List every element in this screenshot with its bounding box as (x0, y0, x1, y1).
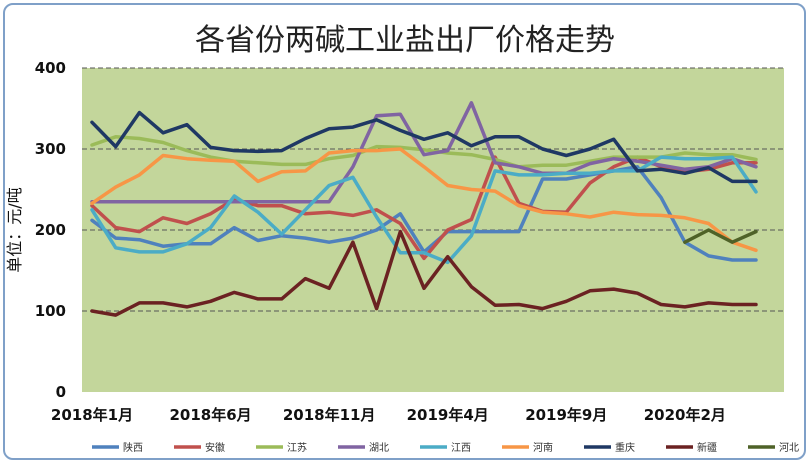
legend-label: 河北 (779, 442, 799, 454)
y-tick-label: 300 (35, 140, 66, 158)
series-line-6 (90, 110, 758, 184)
x-tick-label: 2018年11月 (283, 406, 376, 424)
series-line-1 (90, 155, 758, 261)
y-tick-label: 0 (56, 383, 66, 401)
x-axis-tick-labels: 2018年1月 2018年6月 2018年11月 2019年4月 2019年9月 2020… (51, 406, 726, 424)
legend-label: 陕西 (123, 441, 143, 454)
y-axis-label: 单位：元/吨 (5, 187, 24, 272)
legend-label: 新疆 (697, 441, 717, 454)
legend: 陕西 安徽 江苏 湖北 江西 河南 重庆 新疆 河北 (92, 441, 799, 454)
x-tick-label: 2018年6月 (169, 406, 251, 424)
series-line-4 (90, 155, 758, 265)
x-tick-label: 2019年9月 (525, 406, 607, 424)
y-tick-label: 200 (35, 221, 66, 239)
legend-label: 重庆 (615, 441, 635, 454)
legend-label: 湖北 (369, 442, 389, 454)
legend-label: 河南 (533, 441, 553, 454)
y-tick-label: 100 (35, 302, 66, 320)
x-tick-label: 2020年2月 (644, 406, 726, 424)
legend-label: 安徽 (205, 441, 225, 454)
y-tick-label: 400 (35, 59, 66, 77)
series-lines (90, 101, 758, 317)
y-axis-tick-labels: 0 100 200 300 400 (35, 59, 66, 401)
gridlines (82, 67, 784, 312)
chart-title: 各省份两碱工业盐出厂价格走势 (195, 23, 615, 58)
x-tick-label: 2018年1月 (51, 406, 133, 424)
legend-label: 江苏 (287, 441, 307, 454)
legend-label: 江西 (451, 442, 471, 454)
series-line-3 (90, 101, 758, 204)
series-line-7 (90, 229, 758, 317)
series-line-2 (90, 135, 758, 169)
series-line-8 (683, 228, 758, 244)
x-tick-label: 2019年4月 (407, 406, 489, 424)
series-line-5 (90, 147, 758, 253)
